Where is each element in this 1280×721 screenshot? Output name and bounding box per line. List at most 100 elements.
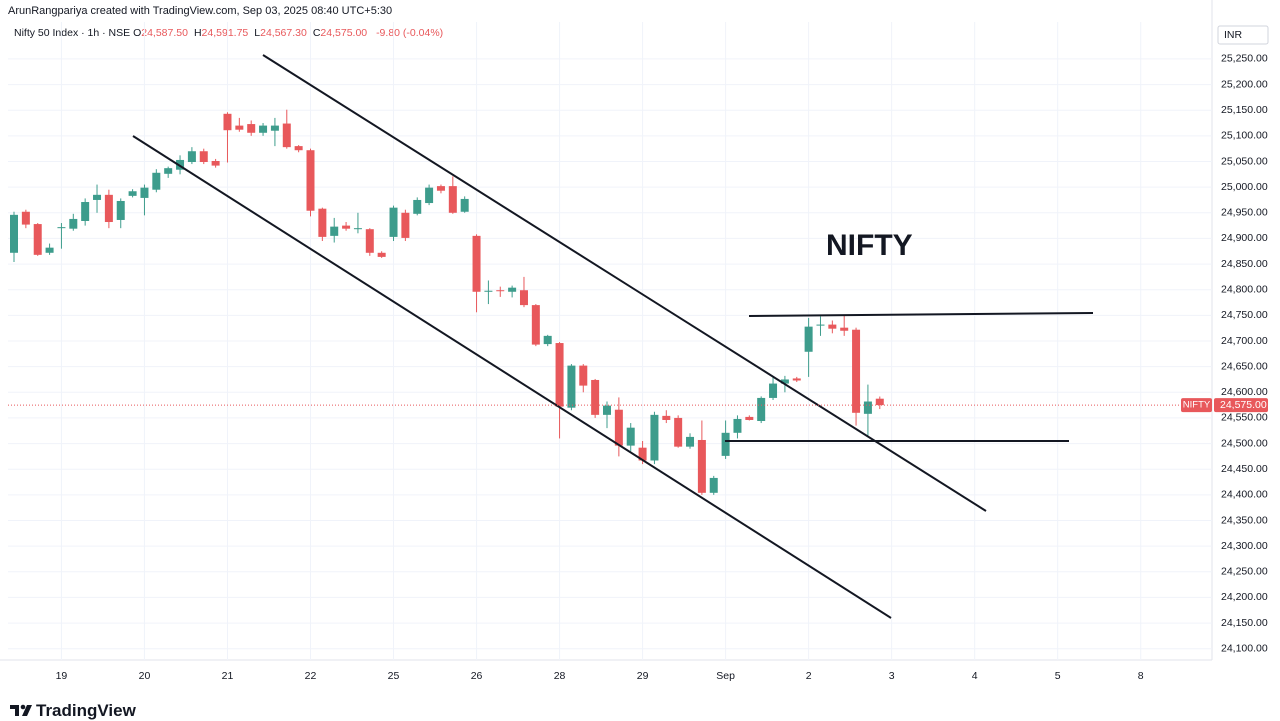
candle-body — [792, 378, 801, 381]
last-price-label: 24,575.00 — [1220, 399, 1267, 411]
y-tick-label: 25,100.00 — [1221, 130, 1268, 142]
logo-part — [10, 705, 19, 709]
candle-body — [709, 477, 718, 493]
candle-body — [733, 418, 742, 433]
y-tick-label: 25,000.00 — [1221, 181, 1268, 193]
legend-key: O — [133, 27, 142, 39]
candle-body — [140, 187, 149, 198]
x-tick-label: 19 — [56, 670, 68, 682]
candle-body — [780, 379, 789, 384]
y-tick-label: 24,800.00 — [1221, 283, 1268, 295]
candle-body — [828, 324, 837, 329]
drawings — [132, 54, 1094, 619]
footer-logo: TradingView — [36, 701, 136, 720]
last-price-box — [1214, 398, 1268, 413]
y-tick-label: 24,650.00 — [1221, 360, 1268, 372]
logo-part — [22, 705, 32, 716]
x-tick-label: 20 — [139, 670, 151, 682]
y-tick-label: 24,350.00 — [1221, 514, 1268, 526]
legend-value: 24,587.50 — [141, 27, 188, 39]
candle-body — [804, 326, 813, 352]
candle-body — [128, 191, 137, 196]
candle-body — [270, 125, 279, 131]
candle-body — [104, 194, 113, 223]
y-tick-label: 24,750.00 — [1221, 309, 1268, 321]
logo-part — [20, 704, 26, 710]
candle-body — [757, 397, 766, 422]
logo-icon — [10, 704, 32, 716]
candle-body — [57, 227, 66, 229]
resistance-line — [748, 312, 1094, 317]
candle-body — [863, 401, 872, 414]
candle-body — [662, 415, 671, 420]
legend-key: L — [254, 27, 261, 39]
trend-line — [262, 54, 987, 512]
candle-body — [259, 125, 268, 133]
currency: INR — [1224, 29, 1243, 41]
candle-body — [472, 235, 481, 292]
candle-body — [875, 398, 884, 406]
candle-body — [508, 287, 517, 292]
logo-part — [15, 705, 19, 716]
ohlc-legend: Nifty 50 Index · 1h · NSE O24,587.50 H24,… — [14, 27, 449, 39]
y-tick-label: 24,100.00 — [1221, 642, 1268, 654]
trend-line — [132, 135, 892, 619]
candle-body — [45, 247, 54, 253]
candle-body — [852, 329, 861, 413]
candle-body — [531, 305, 540, 345]
y-tick-label: 24,500.00 — [1221, 437, 1268, 449]
candle-body — [282, 123, 291, 148]
candle-body — [436, 186, 445, 191]
candle-body — [686, 436, 695, 447]
x-tick-label: 29 — [637, 670, 649, 682]
x-tick-label: 8 — [1138, 670, 1144, 682]
candle-body — [460, 198, 469, 212]
candle-body — [342, 225, 351, 229]
candle-body — [187, 151, 196, 163]
candle-body — [769, 383, 778, 398]
candle-body — [496, 290, 505, 292]
y-tick-label: 24,300.00 — [1221, 540, 1268, 552]
candle-body — [330, 226, 339, 236]
y-tick-label: 25,200.00 — [1221, 78, 1268, 90]
candles — [10, 109, 884, 495]
candle-body — [697, 439, 706, 493]
candle-body — [674, 417, 683, 447]
y-tick-label: 25,150.00 — [1221, 104, 1268, 116]
legend-key: H — [193, 27, 202, 39]
candle-body — [555, 343, 564, 407]
legend-value: 24,591.75 — [201, 27, 249, 39]
candle-body — [543, 335, 552, 345]
candle-body — [626, 427, 635, 446]
candle-body — [389, 207, 398, 237]
x-tick-label: 4 — [972, 670, 978, 682]
candle-body — [567, 365, 576, 408]
x-tick-label: 5 — [1055, 670, 1061, 682]
candle-body — [377, 252, 386, 257]
candle-body — [81, 202, 90, 221]
y-tick-label: 24,200.00 — [1221, 591, 1268, 603]
symbol: Nifty 50 Index · 1h · NSE — [14, 27, 131, 39]
currency-box — [1217, 25, 1269, 45]
candle-body — [353, 228, 362, 230]
y-tick-label: 24,850.00 — [1221, 258, 1268, 270]
y-tick-label: 24,550.00 — [1221, 412, 1268, 424]
x-tick-label: 21 — [222, 670, 234, 682]
y-tick-label: 24,900.00 — [1221, 232, 1268, 244]
candle-body — [603, 405, 611, 415]
grid — [8, 22, 1212, 660]
candle-body — [614, 409, 623, 446]
candle-body — [93, 194, 102, 200]
annotation: NIFTY — [826, 229, 913, 262]
candle-body — [247, 124, 256, 133]
candle-body — [164, 168, 173, 174]
last-price-name: NIFTY — [1183, 400, 1211, 411]
y-tick-label: 24,700.00 — [1221, 335, 1268, 347]
candle-body — [33, 224, 42, 255]
x-tick-label: 25 — [388, 670, 400, 682]
candle-body — [211, 160, 220, 166]
candle-body — [10, 214, 18, 253]
candle-body — [484, 290, 493, 292]
